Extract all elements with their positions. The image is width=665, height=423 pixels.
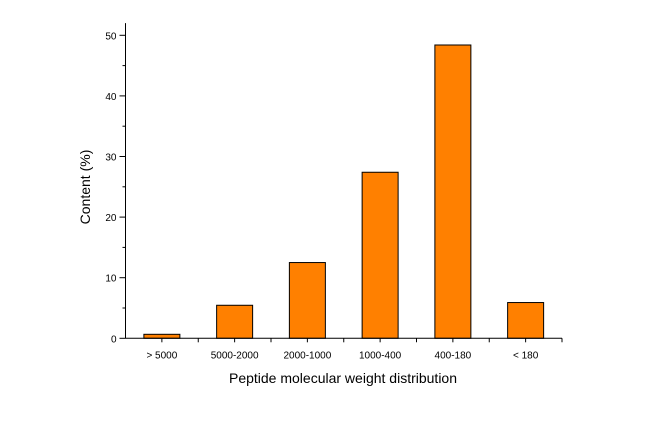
x-tick-label: > 5000 (146, 350, 177, 361)
axes (125, 23, 562, 339)
bar-2 (288, 262, 326, 339)
bar-5 (507, 302, 545, 339)
x-tick-label: 5000-2000 (211, 350, 259, 361)
x-tick-label: < 180 (513, 350, 539, 361)
bar-3 (361, 171, 399, 339)
y-tick-label: 20 (105, 213, 117, 224)
y-tick-label: 10 (105, 274, 117, 285)
y-tick-label: 50 (105, 31, 117, 42)
y-axis-label: Content (%) (77, 150, 93, 225)
y-tick-label: 30 (105, 153, 117, 164)
y-tick-label: 40 (105, 92, 117, 103)
x-tick-label: 1000-400 (359, 350, 402, 361)
ticks: > 5000 5000-2000 2000-1000 1000-400 400-180 <… (105, 31, 563, 361)
x-tick-label: 400-180 (435, 350, 472, 361)
x-axis-label: Peptide molecular weight distribution (229, 370, 457, 386)
bar-4 (434, 44, 472, 339)
bar-0 (143, 333, 181, 339)
x-tick-label: 2000-1000 (283, 350, 331, 361)
y-tick-label: 0 (111, 334, 117, 345)
bars (143, 44, 545, 339)
bar-1 (216, 304, 254, 339)
